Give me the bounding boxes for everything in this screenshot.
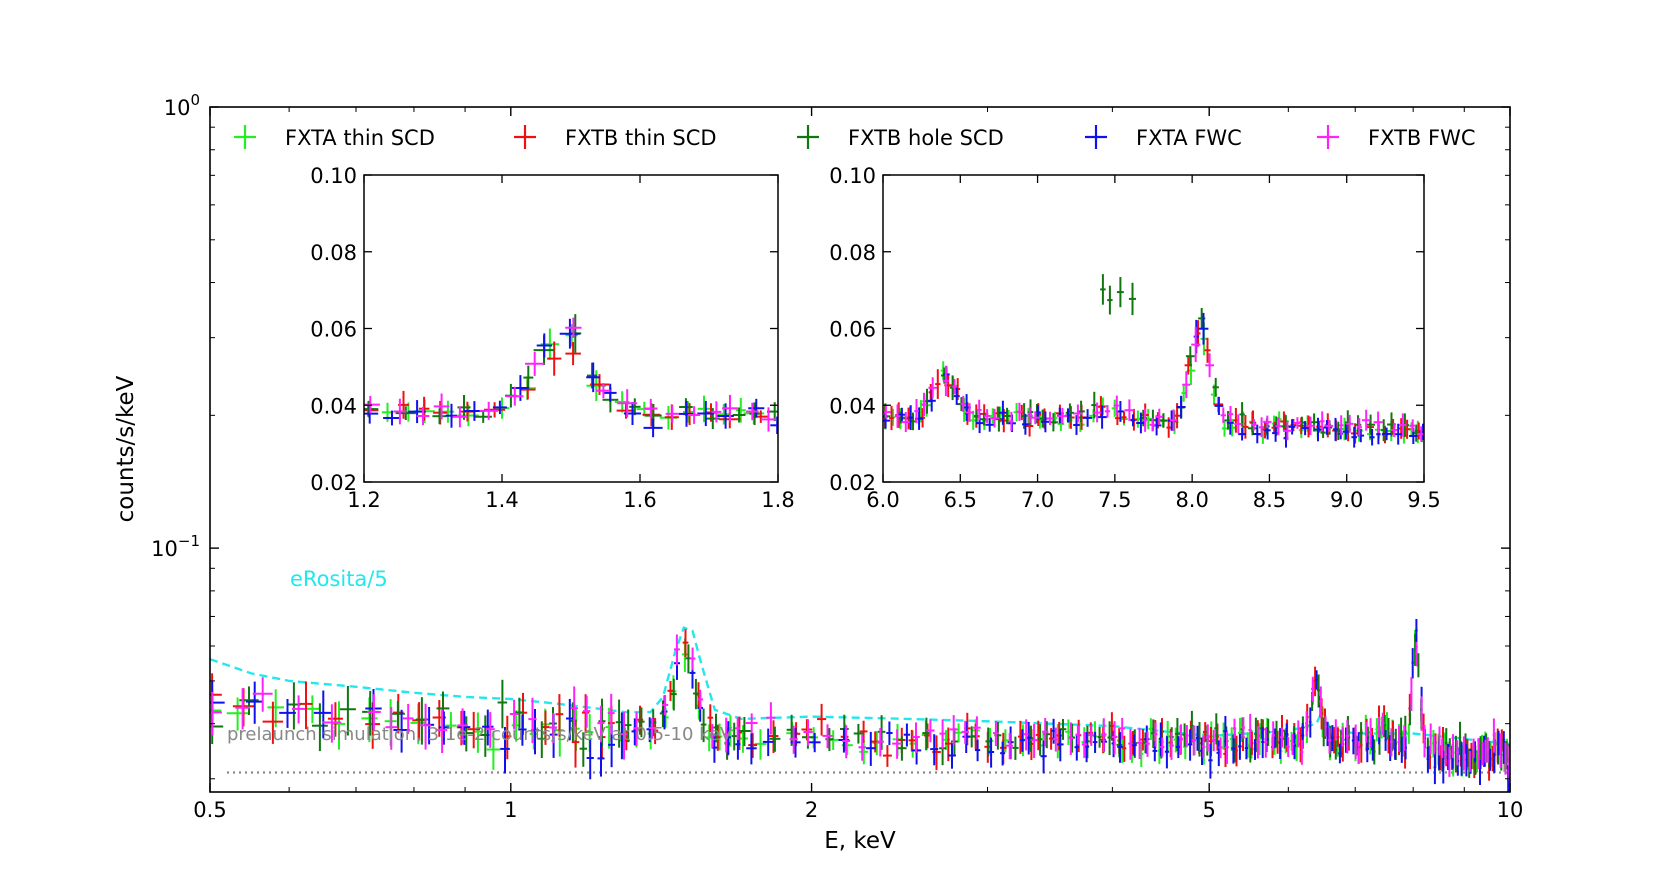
inset-2-y-tick-label-1: 0.04 bbox=[829, 394, 876, 418]
x-tick-label-0: 0.5 bbox=[193, 798, 226, 822]
inset-2-x-tick-label-3: 7.5 bbox=[1098, 488, 1131, 512]
series-5-points bbox=[210, 634, 1510, 781]
inset-1-x-tick-label-3: 1.8 bbox=[761, 488, 794, 512]
legend-label-2: FXTB thin SCD bbox=[565, 126, 717, 150]
erosita-curve bbox=[210, 626, 1510, 746]
inset-1-y-tick-label-3: 0.08 bbox=[310, 241, 357, 265]
x-tick-label-1: 1 bbox=[504, 798, 517, 822]
inset-2-background bbox=[883, 175, 1424, 482]
y-tick-label-0-base: 10 bbox=[164, 96, 191, 120]
y-tick-label-1: 10−1 bbox=[151, 532, 200, 561]
inset-1-y-tick-label-0: 0.02 bbox=[310, 471, 357, 495]
inset-1-x-tick-label-1: 1.4 bbox=[485, 488, 518, 512]
inset-2-y-tick-label-0: 0.02 bbox=[829, 471, 876, 495]
inset-2-x-tick-label-4: 8.0 bbox=[1175, 488, 1208, 512]
insets: 1.2 1.4 1.6 1.8 0.02 0.04 0.06 0.08 0.10 6.0 6.5 7.… bbox=[310, 164, 1440, 512]
main-plot-frame bbox=[209, 106, 1511, 793]
legend-label-1: FXTA thin SCD bbox=[285, 126, 435, 150]
inset-2-x-tick-label-1: 6.5 bbox=[944, 488, 977, 512]
prelaunch-label: prelaunch simulation, 3.1e-2 counts/s/ke… bbox=[227, 724, 733, 745]
y-tick-label-0-exponent: 0 bbox=[190, 91, 200, 109]
inset-2-y-tick-label-2: 0.06 bbox=[829, 318, 876, 342]
inset-1-x-tick-label-2: 1.6 bbox=[623, 488, 656, 512]
legend-label-3: FXTB hole SCD bbox=[848, 126, 1004, 150]
inset-1: 1.2 1.4 1.6 1.8 0.02 0.04 0.06 0.08 0.10 bbox=[310, 164, 794, 512]
legend-label-4: FXTA FWC bbox=[1136, 126, 1242, 150]
legend: FXTA thin SCD FXTB thin SCD FXTB hole SCD F… bbox=[234, 125, 1476, 150]
y-tick-label-1-exponent: −1 bbox=[178, 532, 200, 550]
main-plot-data bbox=[210, 619, 1510, 792]
x-tick-label-4: 10 bbox=[1497, 798, 1524, 822]
inset-1-y-tick-label-2: 0.06 bbox=[310, 318, 357, 342]
inset-1-y-tick-label-4: 0.10 bbox=[310, 164, 357, 188]
inset-2-data bbox=[883, 274, 1424, 448]
inset-1-data bbox=[364, 314, 778, 438]
y-axis-title: counts/s/keV bbox=[113, 375, 139, 522]
inset-2-x-tick-label-2: 7.0 bbox=[1021, 488, 1054, 512]
inset-2-x-tick-label-0: 6.0 bbox=[866, 488, 899, 512]
erosita-label: eRosita/5 bbox=[290, 567, 388, 591]
x-axis-title: E, keV bbox=[824, 828, 896, 854]
inset-2-x-tick-label-7: 9.5 bbox=[1407, 488, 1440, 512]
y-tick-label-1-base: 10 bbox=[151, 537, 178, 561]
inset-1-y-tick-label-1: 0.04 bbox=[310, 394, 357, 418]
inset-2-y-tick-label-4: 0.10 bbox=[829, 164, 876, 188]
y-tick-label-0: 100 bbox=[164, 91, 200, 120]
annotations: eRosita/5 prelaunch simulation, 3.1e-2 c… bbox=[227, 567, 733, 745]
legend-label-5: FXTB FWC bbox=[1368, 126, 1476, 150]
inset-2-y-tick-label-3: 0.08 bbox=[829, 241, 876, 265]
inset-2: 6.0 6.5 7.0 7.5 8.0 8.5 9.0 9.5 0.02 0.04 0.06 0.08… bbox=[829, 164, 1440, 512]
x-tick-label-3: 5 bbox=[1203, 798, 1216, 822]
inset-1-x-tick-label-0: 1.2 bbox=[347, 488, 380, 512]
inset-2-x-tick-label-6: 9.0 bbox=[1330, 488, 1363, 512]
inset-2-x-tick-label-5: 8.5 bbox=[1253, 488, 1286, 512]
x-tick-label-2: 2 bbox=[805, 798, 818, 822]
